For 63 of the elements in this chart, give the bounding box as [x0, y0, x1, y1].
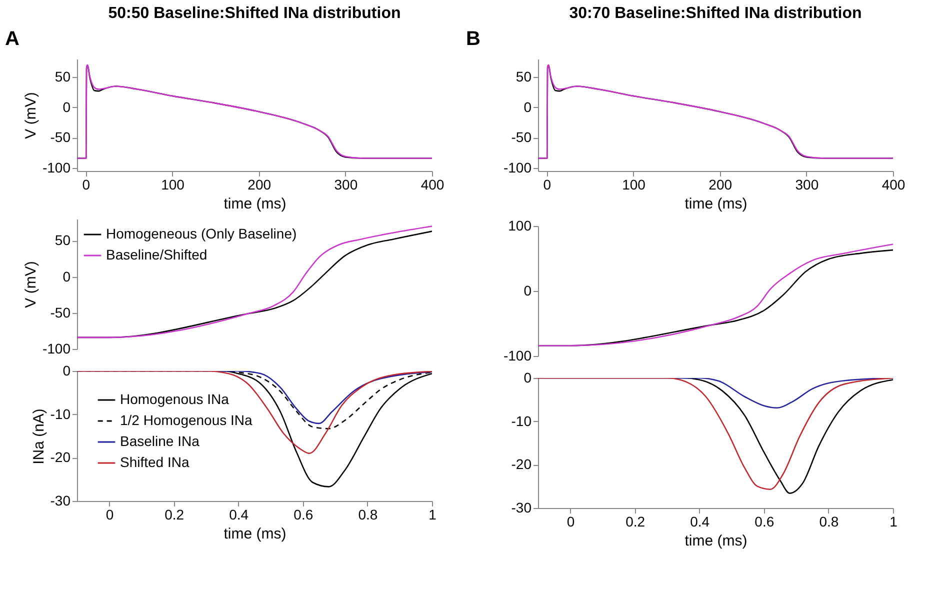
- y-tick-label: -10: [511, 412, 532, 429]
- y-tick-label: -30: [50, 492, 71, 508]
- y-tick-label: -100: [42, 159, 71, 176]
- legend-label: 1/2 Homogenous INa: [120, 412, 253, 428]
- y-tick-label: 0: [524, 370, 532, 386]
- x-tick-label: 100: [161, 176, 185, 192]
- x-tick-label: 0.6: [294, 506, 314, 522]
- y-axis-title: V (mV): [22, 92, 40, 139]
- y-tick-label: 0: [524, 282, 532, 298]
- x-tick-label: 400: [882, 176, 906, 192]
- x-tick-label: 0.6: [754, 514, 774, 530]
- x-axis-title: time (ms): [684, 196, 748, 212]
- y-tick-label: -30: [511, 500, 532, 516]
- text: A: [5, 28, 20, 50]
- x-tick-label: 0.4: [229, 506, 249, 522]
- y-tick-label: 50: [54, 232, 71, 248]
- y-tick-label: 50: [516, 68, 532, 85]
- y-tick-label: 100: [508, 218, 532, 234]
- y-tick-label: 0: [62, 362, 71, 378]
- x-tick-label: 200: [248, 176, 272, 192]
- x-tick-label: 100: [622, 176, 646, 192]
- y-tick-label: -100: [503, 348, 532, 364]
- text: B: [466, 28, 480, 50]
- x-tick-label: 200: [708, 176, 732, 192]
- x-tick-label: 0: [543, 176, 552, 192]
- chart-title: 30:70 Baseline:Shifted INa distribution: [569, 5, 862, 22]
- legend-label: Baseline/Shifted: [106, 246, 208, 262]
- y-tick-label: -100: [42, 340, 71, 356]
- y-axis-title: INa (nA): [30, 408, 48, 464]
- legend-label: Homogenous INa: [120, 391, 230, 407]
- legend-label: Baseline INa: [120, 433, 200, 449]
- x-tick-label: 0.2: [164, 506, 184, 522]
- y-tick-label: 50: [54, 68, 71, 85]
- x-tick-label: 1: [428, 506, 437, 522]
- x-tick-label: 0.4: [690, 514, 710, 530]
- y-tick-label: -20: [50, 449, 71, 466]
- x-tick-label: 0: [566, 514, 575, 530]
- line-series: [77, 371, 432, 454]
- y-tick-label: -50: [50, 129, 71, 146]
- y-tick-label: 0: [62, 268, 71, 284]
- x-tick-label: 0: [106, 506, 114, 522]
- y-axis-title: V (mV): [22, 261, 40, 308]
- y-tick-label: 0: [524, 98, 532, 115]
- x-tick-label: 0: [82, 176, 90, 192]
- y-tick-label: -50: [511, 129, 532, 146]
- x-axis-title: time (ms): [684, 532, 748, 550]
- x-tick-label: 300: [334, 176, 358, 192]
- x-tick-label: 1: [890, 514, 898, 530]
- y-tick-label: 0: [62, 98, 71, 115]
- chart-title: 50:50 Baseline:Shifted INa distribution: [108, 5, 401, 22]
- x-tick-label: 300: [795, 176, 819, 192]
- x-tick-label: 0.8: [358, 506, 378, 522]
- x-tick-label: 0.2: [626, 514, 646, 530]
- x-tick-label: 0.8: [819, 514, 839, 530]
- legend-label: Shifted INa: [120, 454, 190, 470]
- x-axis-title: time (ms): [224, 526, 286, 542]
- legend-label: Homogeneous (Only Baseline): [106, 226, 297, 242]
- y-tick-label: -50: [50, 304, 71, 320]
- x-tick-label: 400: [420, 176, 444, 192]
- y-tick-label: -20: [511, 456, 532, 472]
- y-tick-label: -100: [503, 159, 532, 176]
- y-tick-label: -10: [50, 406, 71, 422]
- x-axis-title: time (ms): [224, 196, 286, 212]
